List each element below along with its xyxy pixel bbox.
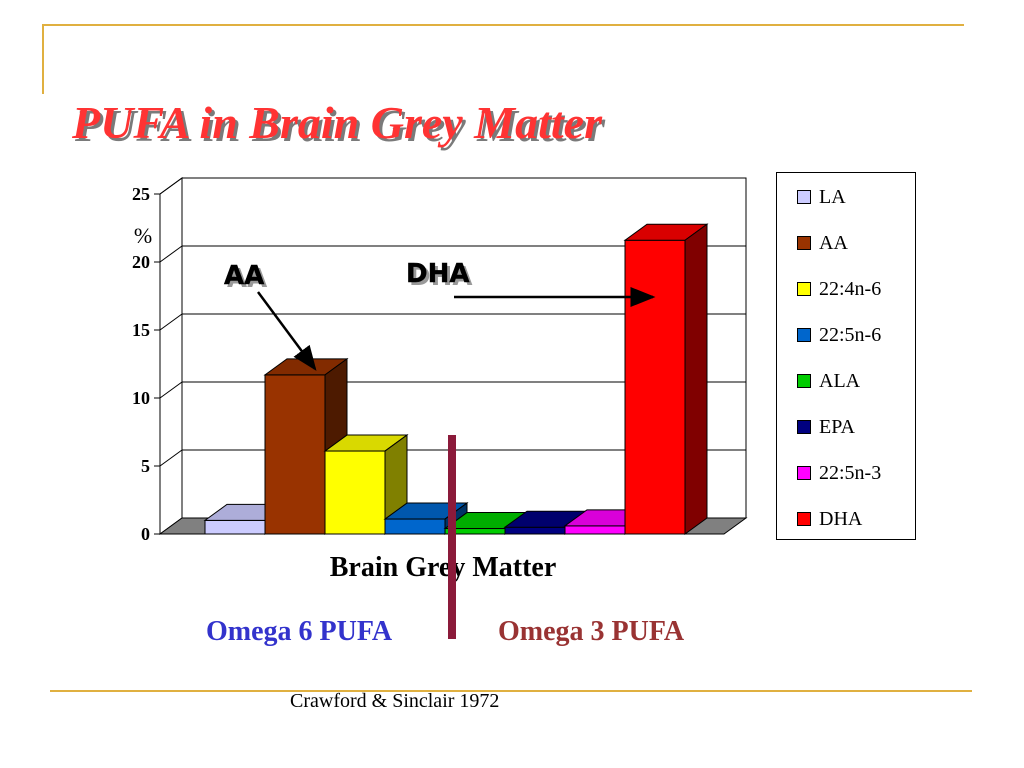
legend-label: AA [819, 231, 848, 254]
bar-front [324, 450, 386, 535]
bar-front [504, 526, 566, 535]
slide-title: PUFA in Brain Grey Matter [72, 97, 602, 148]
y-axis-label: % [134, 223, 152, 248]
legend-item: 22:4n-6 [797, 277, 881, 301]
y-tick-label: 25 [132, 184, 150, 204]
legend-label: 22:4n-6 [819, 277, 882, 300]
legend-swatch [797, 466, 811, 480]
legend-label: 22:5n-6 [819, 323, 882, 346]
annotation-dha-shadow: DHA [409, 262, 472, 292]
chart-side-wall [159, 177, 183, 535]
legend-item: 22:5n-6 [797, 323, 881, 347]
omega3-label: Omega 3 PUFA [498, 616, 685, 647]
bar-front [264, 374, 326, 535]
legend-item: AA [797, 231, 848, 255]
bar-22-5n-6 [383, 502, 469, 535]
y-tick-label: 0 [141, 524, 150, 544]
y-tick-label: 15 [132, 320, 150, 340]
legend-swatch [797, 190, 811, 204]
gridline-side [159, 381, 183, 399]
annotation-aa: AA [224, 261, 264, 291]
gridline-side [159, 449, 183, 467]
legend-item: DHA [797, 507, 862, 531]
legend-label: DHA [819, 507, 863, 530]
legend-swatch [797, 512, 811, 526]
top-accent-line [42, 24, 964, 26]
annotation-aa-shadow: AA [227, 264, 267, 294]
gridline-side [159, 313, 183, 331]
bottom-accent-line [50, 690, 972, 692]
legend-label: EPA [819, 415, 855, 438]
y-tick-label: 20 [132, 252, 150, 272]
legend-swatch [797, 236, 811, 250]
y-tick-label: 10 [132, 388, 150, 408]
gridline-side [159, 177, 183, 195]
legend-swatch [797, 282, 811, 296]
legend-item: EPA [797, 415, 855, 439]
legend-label: ALA [819, 369, 861, 392]
legend-swatch [797, 328, 811, 342]
x-axis-label: Brain Grey Matter [329, 552, 557, 583]
bar-front [564, 525, 626, 535]
bar-side [684, 223, 708, 535]
bar-front [204, 519, 266, 535]
bar-front [624, 239, 686, 535]
y-tick-label: 5 [141, 456, 150, 476]
legend-item: ALA [797, 369, 860, 393]
legend-label: LA [819, 185, 846, 208]
bar-dha [623, 223, 709, 535]
citation: Crawford & Sinclair 1972 [290, 690, 500, 712]
annotation-aa-arrow [256, 291, 317, 371]
legend-swatch [797, 374, 811, 388]
omega6-label: Omega 6 PUFA [206, 616, 393, 647]
legend-item: LA [797, 185, 846, 209]
legend-swatch [797, 420, 811, 434]
left-accent-line [42, 24, 44, 94]
legend-item: 22:5n-3 [797, 461, 881, 485]
bar-front [384, 518, 446, 535]
annotation-dha: DHA [406, 259, 469, 289]
legend-label: 22:5n-3 [819, 461, 882, 484]
gridline-side [159, 245, 183, 263]
omega-divider [448, 435, 456, 639]
chart-legend: LA AA 22:4n-6 22:5n-6 ALA EPA 22:5n-3 DHA [776, 172, 916, 540]
